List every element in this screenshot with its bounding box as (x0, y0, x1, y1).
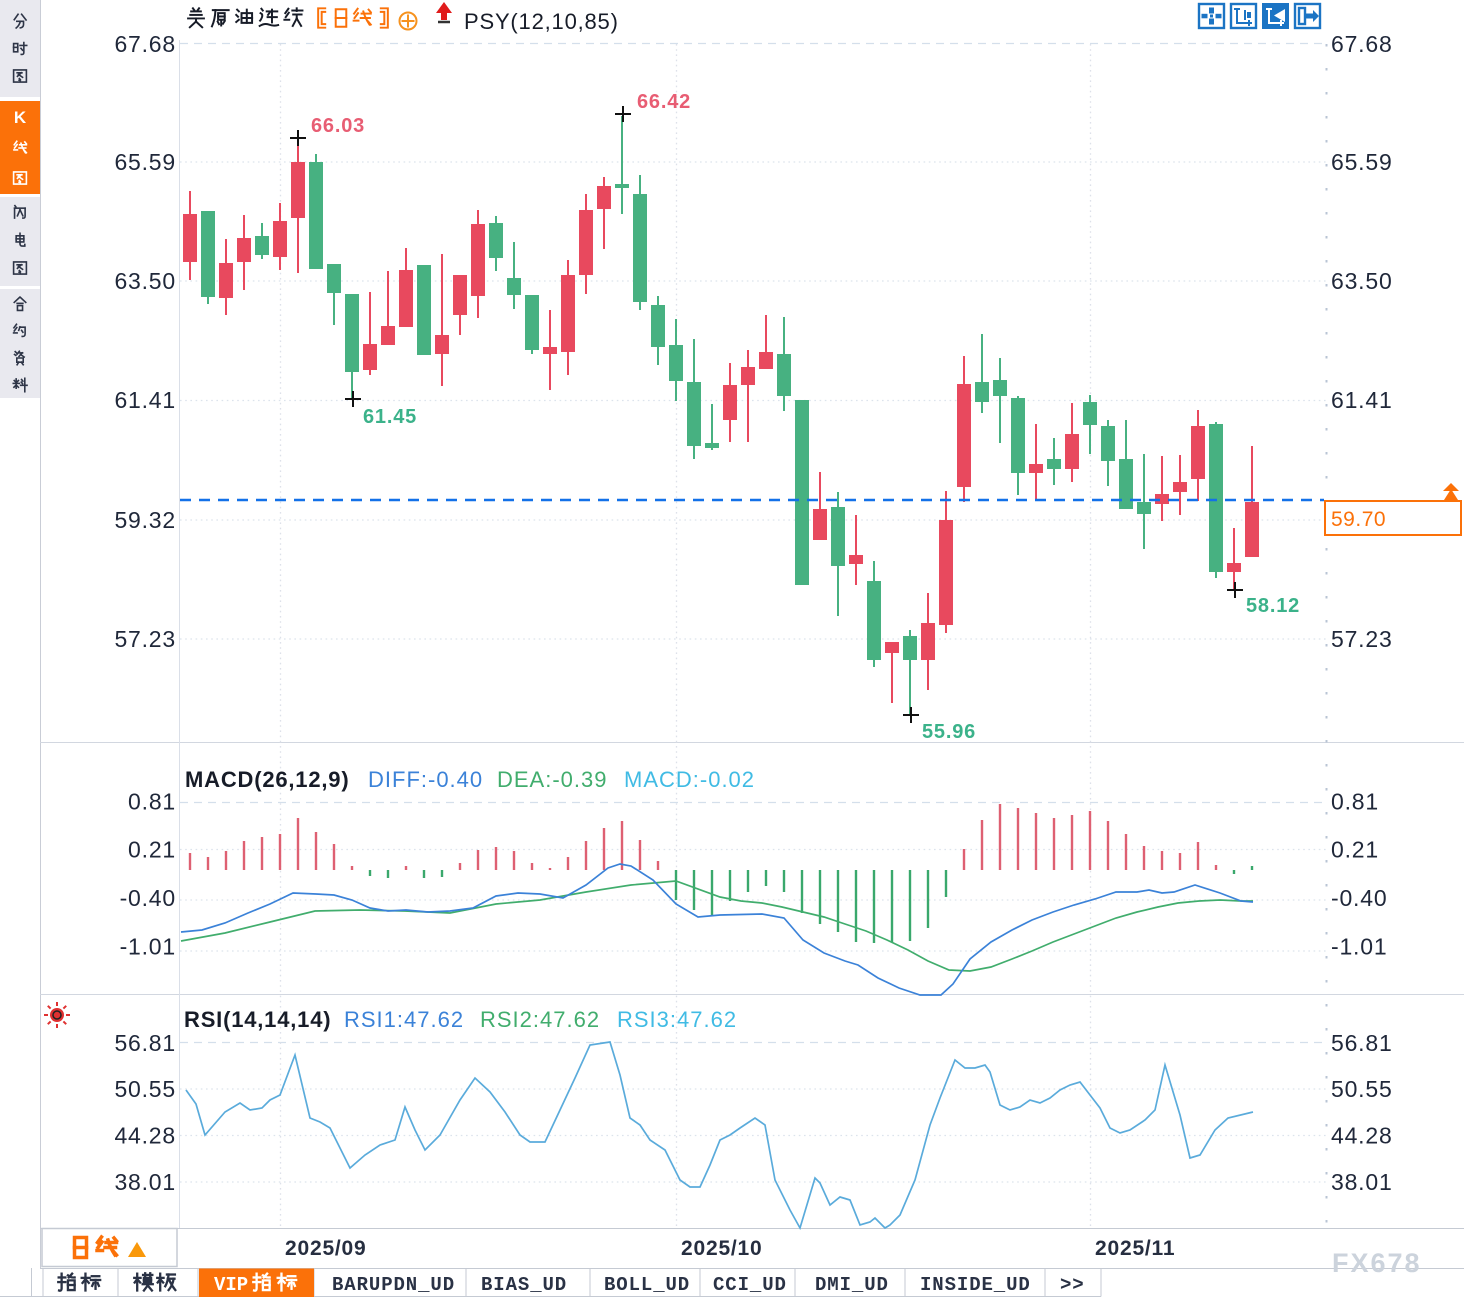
svg-text:63.50: 63.50 (1331, 268, 1393, 294)
svg-text:>>: >> (1060, 1274, 1085, 1296)
svg-text:BARUPDN_UD: BARUPDN_UD (332, 1274, 455, 1296)
svg-text:2025/09: 2025/09 (285, 1237, 367, 1260)
svg-text:FX678: FX678 (1332, 1248, 1422, 1278)
svg-text:2025/11: 2025/11 (1095, 1237, 1175, 1260)
svg-text:58.12: 58.12 (1246, 595, 1300, 617)
svg-text:59.32: 59.32 (114, 507, 176, 533)
svg-text:MACD:-0.02: MACD:-0.02 (624, 767, 755, 792)
svg-text:RSI(14,14,14): RSI(14,14,14) (184, 1007, 331, 1032)
svg-text:0.81: 0.81 (128, 789, 176, 815)
svg-text:2025/10: 2025/10 (681, 1237, 763, 1260)
svg-text:38.01: 38.01 (114, 1169, 176, 1195)
svg-text:61.41: 61.41 (1331, 387, 1393, 413)
svg-text:DMI_UD: DMI_UD (815, 1274, 889, 1296)
svg-text:55.96: 55.96 (922, 721, 976, 743)
svg-text:RSI2:47.62: RSI2:47.62 (480, 1007, 600, 1032)
svg-text:RSI3:47.62: RSI3:47.62 (617, 1007, 737, 1032)
svg-text:DEA:-0.39: DEA:-0.39 (497, 767, 608, 792)
svg-text:0.81: 0.81 (1331, 789, 1379, 815)
svg-text:BIAS_UD: BIAS_UD (481, 1274, 567, 1296)
svg-text:CCI_UD: CCI_UD (713, 1274, 787, 1296)
svg-text:57.23: 57.23 (1331, 626, 1393, 652)
svg-text:38.01: 38.01 (1331, 1169, 1393, 1195)
svg-text:K: K (14, 108, 27, 127)
svg-text:BOLL_UD: BOLL_UD (604, 1274, 690, 1296)
svg-text:67.68: 67.68 (1331, 31, 1393, 57)
svg-text:RSI1:47.62: RSI1:47.62 (344, 1007, 464, 1032)
svg-text:PSY(12,10,85): PSY(12,10,85) (464, 9, 619, 34)
svg-text:-1.01: -1.01 (1331, 934, 1387, 960)
svg-text:MACD(26,12,9): MACD(26,12,9) (185, 767, 349, 792)
svg-text:56.81: 56.81 (114, 1030, 176, 1056)
svg-text:INSIDE_UD: INSIDE_UD (920, 1274, 1031, 1296)
svg-text:61.41: 61.41 (114, 387, 176, 413)
svg-text:63.50: 63.50 (114, 268, 176, 294)
svg-text:-0.40: -0.40 (120, 885, 176, 911)
svg-text:56.81: 56.81 (1331, 1030, 1393, 1056)
svg-text:44.28: 44.28 (1331, 1123, 1393, 1149)
svg-text:-1.01: -1.01 (120, 934, 176, 960)
svg-text:VIP: VIP (214, 1274, 248, 1296)
svg-text:50.55: 50.55 (114, 1076, 176, 1102)
svg-text:66.03: 66.03 (311, 115, 365, 137)
svg-text:59.70: 59.70 (1331, 508, 1386, 531)
svg-text:65.59: 65.59 (1331, 149, 1393, 175)
svg-text:65.59: 65.59 (114, 149, 176, 175)
svg-text:-0.40: -0.40 (1331, 885, 1387, 911)
svg-text:57.23: 57.23 (114, 626, 176, 652)
svg-text:61.45: 61.45 (363, 406, 417, 428)
svg-text:DIFF:-0.40: DIFF:-0.40 (368, 767, 483, 792)
svg-text:0.21: 0.21 (128, 837, 176, 863)
svg-text:44.28: 44.28 (114, 1123, 176, 1149)
svg-text:66.42: 66.42 (637, 91, 691, 113)
svg-text:50.55: 50.55 (1331, 1076, 1393, 1102)
svg-text:67.68: 67.68 (114, 31, 176, 57)
svg-text:0.21: 0.21 (1331, 837, 1379, 863)
